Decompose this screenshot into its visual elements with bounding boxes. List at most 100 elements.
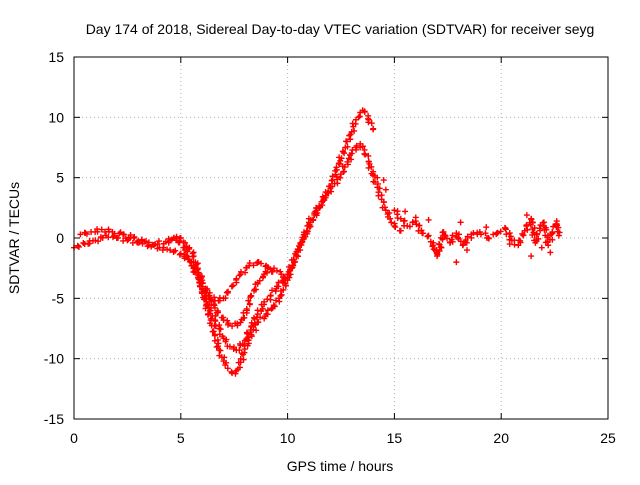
data-point bbox=[282, 280, 289, 287]
data-point bbox=[217, 326, 224, 333]
data-point bbox=[406, 223, 413, 230]
data-point bbox=[155, 238, 162, 245]
data-point bbox=[250, 262, 257, 269]
data-point bbox=[297, 247, 304, 254]
data-point bbox=[222, 338, 229, 345]
data-point bbox=[402, 208, 409, 215]
data-point bbox=[313, 210, 320, 217]
data-point bbox=[386, 209, 393, 216]
y-tick-label: -5 bbox=[52, 290, 65, 306]
data-point bbox=[370, 126, 377, 133]
data-point bbox=[507, 233, 514, 240]
data-point bbox=[211, 337, 218, 344]
data-point bbox=[304, 228, 311, 235]
data-point bbox=[464, 233, 471, 240]
data-point bbox=[338, 155, 345, 162]
data-point bbox=[333, 164, 340, 171]
data-point bbox=[212, 323, 219, 330]
data-point bbox=[273, 267, 280, 274]
grid bbox=[74, 57, 608, 419]
data-point bbox=[264, 307, 271, 314]
data-point bbox=[194, 266, 201, 273]
data-point bbox=[86, 240, 93, 247]
data-point bbox=[290, 262, 297, 269]
data-point bbox=[278, 291, 285, 298]
data-point bbox=[506, 241, 513, 248]
data-point bbox=[222, 295, 229, 302]
data-point bbox=[523, 222, 530, 229]
data-point bbox=[464, 247, 471, 254]
data-point bbox=[299, 236, 306, 243]
y-tick-label: 15 bbox=[48, 49, 64, 65]
data-point bbox=[382, 186, 389, 193]
data-point bbox=[225, 320, 232, 327]
data-point bbox=[214, 343, 221, 350]
data-point bbox=[416, 222, 423, 229]
data-point bbox=[83, 231, 90, 238]
data-point bbox=[233, 276, 240, 283]
data-point bbox=[272, 297, 279, 304]
data-point bbox=[193, 261, 200, 268]
data-point bbox=[92, 237, 99, 244]
data-point bbox=[280, 286, 287, 293]
data-point bbox=[397, 227, 404, 234]
data-point bbox=[267, 292, 274, 299]
series-4 bbox=[203, 259, 276, 304]
data-point bbox=[374, 174, 381, 181]
data-point bbox=[380, 199, 387, 206]
data-point bbox=[182, 239, 189, 246]
data-point bbox=[365, 152, 372, 159]
data-point bbox=[454, 234, 461, 241]
data-point bbox=[186, 246, 193, 253]
data-point bbox=[547, 249, 554, 256]
data-point bbox=[535, 235, 542, 242]
data-point bbox=[438, 244, 445, 251]
data-point bbox=[528, 253, 535, 260]
data-point bbox=[131, 233, 138, 240]
data-point bbox=[409, 219, 416, 226]
data-point bbox=[419, 230, 426, 237]
data-point bbox=[300, 231, 307, 238]
data-point bbox=[173, 233, 180, 240]
data-point bbox=[341, 168, 348, 175]
data-point bbox=[462, 237, 469, 244]
x-tick-label: 5 bbox=[177, 430, 185, 446]
data-point bbox=[246, 260, 253, 267]
data-point bbox=[344, 143, 351, 150]
data-point bbox=[324, 190, 331, 197]
data-point bbox=[154, 241, 161, 248]
data-point bbox=[459, 242, 466, 249]
data-point bbox=[448, 236, 455, 243]
x-tick-label: 25 bbox=[600, 430, 616, 446]
data-point bbox=[528, 215, 535, 222]
series-2 bbox=[77, 107, 377, 354]
data-point bbox=[225, 288, 232, 295]
data-point bbox=[531, 225, 538, 232]
data-point bbox=[555, 232, 562, 239]
data-point bbox=[506, 230, 513, 237]
data-point bbox=[280, 274, 287, 281]
data-point bbox=[368, 120, 375, 127]
x-axis-label: GPS time / hours bbox=[287, 458, 394, 474]
data-point bbox=[344, 158, 351, 165]
chart-title: Day 174 of 2018, Sidereal Day-to-day VTE… bbox=[86, 21, 595, 37]
data-point bbox=[449, 232, 456, 239]
data-point bbox=[343, 138, 350, 145]
data-point bbox=[291, 256, 298, 263]
data-point bbox=[376, 185, 383, 192]
data-point bbox=[230, 344, 237, 351]
data-point bbox=[109, 234, 116, 241]
data-point bbox=[453, 259, 460, 266]
data-point bbox=[172, 247, 179, 254]
data-points bbox=[71, 107, 563, 377]
data-point bbox=[539, 219, 546, 226]
data-point bbox=[437, 234, 444, 241]
x-tick-label: 15 bbox=[387, 430, 403, 446]
data-point bbox=[286, 263, 293, 270]
data-point bbox=[221, 354, 228, 361]
data-point bbox=[224, 365, 231, 372]
data-point bbox=[533, 231, 540, 238]
data-point bbox=[278, 271, 285, 278]
